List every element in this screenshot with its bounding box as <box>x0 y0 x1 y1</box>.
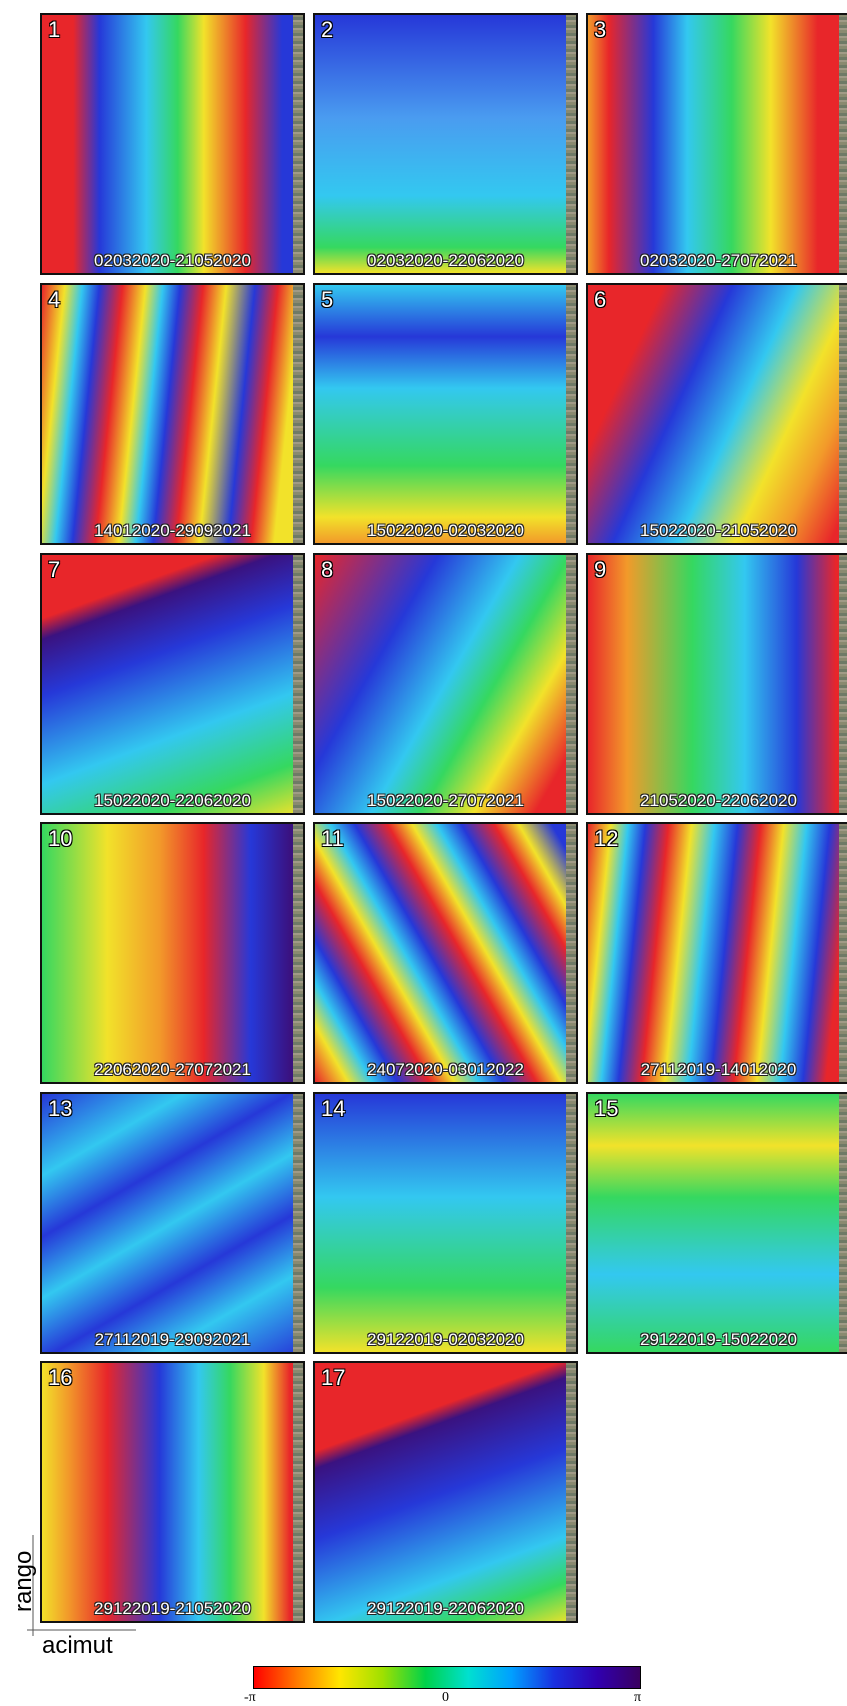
panel-dates: 29122019-22062020 <box>315 1599 576 1619</box>
panel-number: 16 <box>48 1365 72 1391</box>
interferogram-panel: 3 02032020-27072021 <box>586 13 847 275</box>
interferogram-panel: 1 02032020-21052020 <box>40 13 305 275</box>
coastline <box>566 285 576 543</box>
panel-number: 10 <box>48 826 72 852</box>
panel-dates: 29122019-15022020 <box>588 1330 847 1350</box>
panel-dates: 29122019-21052020 <box>42 1599 303 1619</box>
panel-dates: 02032020-21052020 <box>42 251 303 271</box>
interferogram-panel: 9 21052020-22062020 <box>586 553 847 815</box>
panel-number: 12 <box>594 826 618 852</box>
interferogram-panel: 4 14012020-29092021 <box>40 283 305 545</box>
coastline <box>293 1363 303 1621</box>
coastline <box>839 824 847 1082</box>
interferogram-panel: 17 29122019-22062020 <box>313 1361 578 1623</box>
panel-dates: 02032020-27072021 <box>588 251 847 271</box>
panel-number: 3 <box>594 17 606 43</box>
panel-dates: 29122019-02032020 <box>315 1330 576 1350</box>
colorbar-mid: 0 <box>442 1690 449 1706</box>
panel-number: 17 <box>321 1365 345 1391</box>
interferogram-panel: 13 27112019-29092021 <box>40 1092 305 1354</box>
panel-dates: 15022020-22062020 <box>42 791 303 811</box>
interferogram-panel: 16 29122019-21052020 <box>40 1361 305 1623</box>
interferogram-panel: 7 15022020-22062020 <box>40 553 305 815</box>
colorbar-max: π <box>634 1690 641 1706</box>
coastline <box>566 1094 576 1352</box>
panel-dates: 15022020-21052020 <box>588 521 847 541</box>
panel-dates: 22062020-27072021 <box>42 1060 303 1080</box>
panel-dates: 15022020-27072021 <box>315 791 576 811</box>
panel-dates: 21052020-22062020 <box>588 791 847 811</box>
coastline <box>566 1363 576 1621</box>
coastline <box>293 285 303 543</box>
panel-dates: 27112019-29092021 <box>42 1330 303 1350</box>
coastline <box>293 1094 303 1352</box>
interferogram-panel: 15 29122019-15022020 <box>586 1092 847 1354</box>
panel-number: 13 <box>48 1096 72 1122</box>
interferogram-panel: 2 02032020-22062020 <box>313 13 578 275</box>
interferogram-panel: 14 29122019-02032020 <box>313 1092 578 1354</box>
coastline <box>293 555 303 813</box>
azimuth-label: acimut <box>42 1632 113 1660</box>
colorbar <box>253 1666 641 1689</box>
panel-number: 8 <box>321 557 333 583</box>
coastline <box>566 824 576 1082</box>
panel-number: 15 <box>594 1096 618 1122</box>
panel-number: 7 <box>48 557 60 583</box>
panel-dates: 15022020-02032020 <box>315 521 576 541</box>
coastline <box>839 15 847 273</box>
interferogram-panel: 8 15022020-27072021 <box>313 553 578 815</box>
panel-number: 4 <box>48 287 60 313</box>
interferogram-panel: 12 27112019-14012020 <box>586 822 847 1084</box>
coastline <box>839 1094 847 1352</box>
panel-dates: 24072020-03012022 <box>315 1060 576 1080</box>
range-label: rango <box>10 1552 38 1612</box>
panel-number: 6 <box>594 287 606 313</box>
coastline <box>293 15 303 273</box>
page: 1 02032020-21052020 2 02032020-22062020 3 020… <box>0 0 847 1706</box>
panel-number: 14 <box>321 1096 345 1122</box>
panel-number: 11 <box>321 826 344 852</box>
colorbar-min: -π <box>244 1690 256 1706</box>
coastline <box>839 285 847 543</box>
panel-number: 9 <box>594 557 606 583</box>
panel-number: 2 <box>321 17 333 43</box>
coastline <box>839 555 847 813</box>
panel-dates: 27112019-14012020 <box>588 1060 847 1080</box>
interferogram-panel: 10 22062020-27072021 <box>40 822 305 1084</box>
panel-number: 5 <box>321 287 333 313</box>
interferogram-panel: 5 15022020-02032020 <box>313 283 578 545</box>
interferogram-panel: 6 15022020-21052020 <box>586 283 847 545</box>
interferogram-panel: 11 24072020-03012022 <box>313 822 578 1084</box>
coastline <box>566 555 576 813</box>
panel-dates: 14012020-29092021 <box>42 521 303 541</box>
panel-dates: 02032020-22062020 <box>315 251 576 271</box>
panel-number: 1 <box>48 17 60 43</box>
coastline <box>293 824 303 1082</box>
coastline <box>566 15 576 273</box>
